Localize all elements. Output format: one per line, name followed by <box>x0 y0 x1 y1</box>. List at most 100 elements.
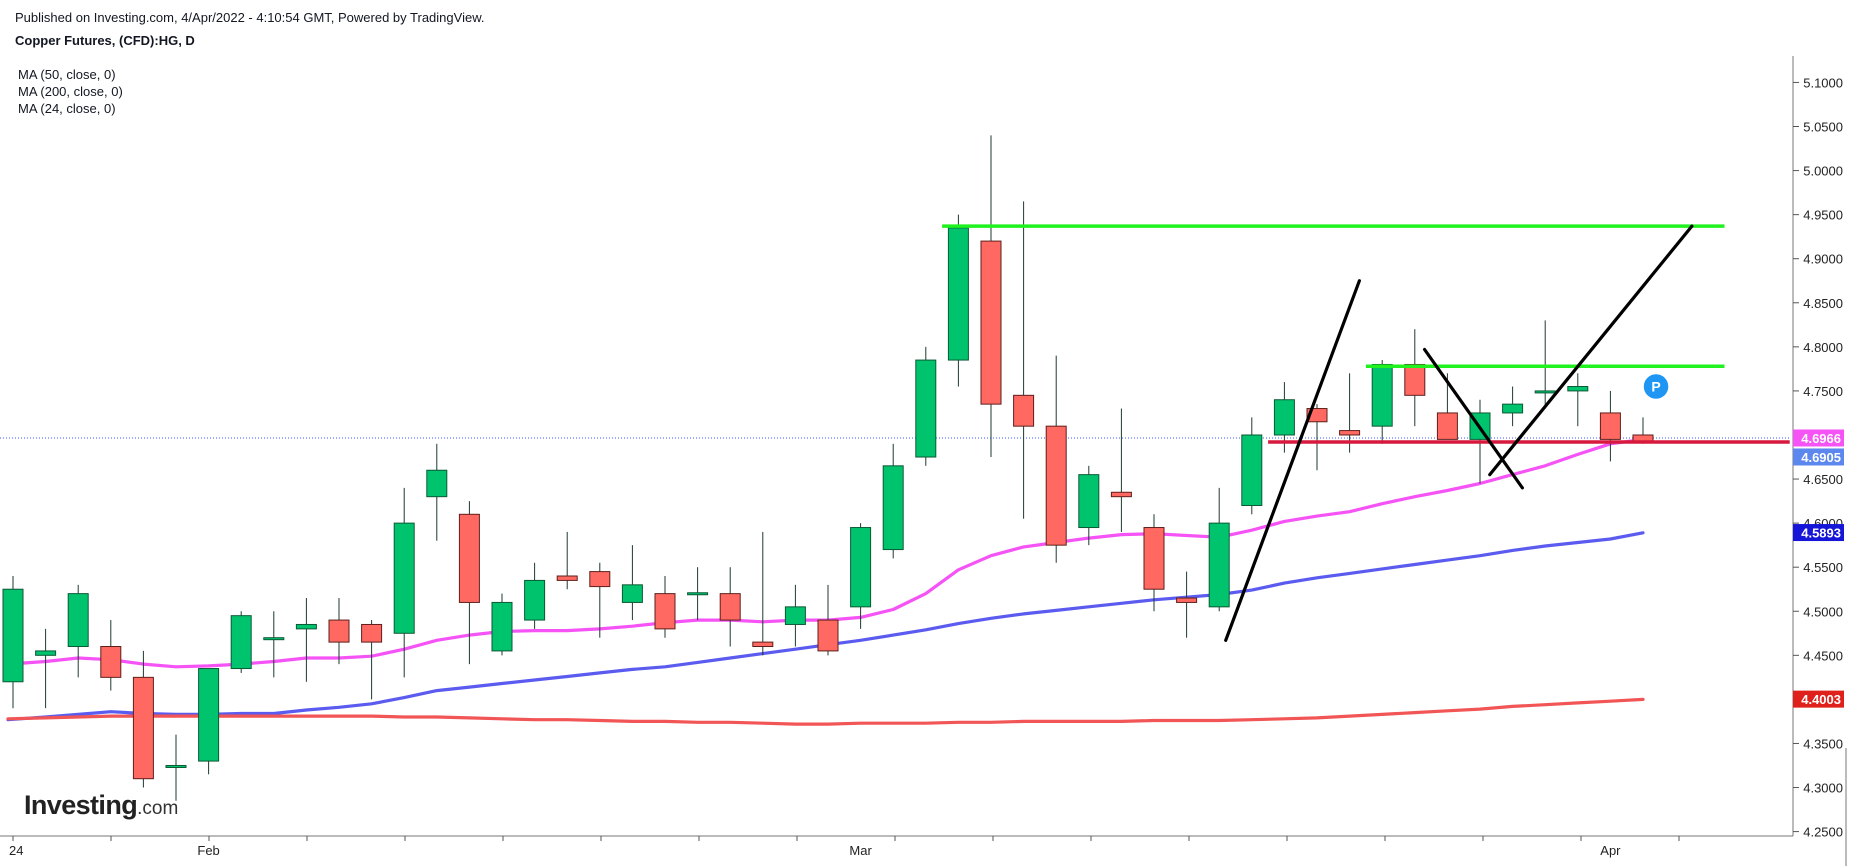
x-tick-label: Mar <box>849 843 872 858</box>
price-tag-box <box>1793 448 1844 466</box>
candle <box>1208 487 1230 612</box>
candle <box>295 598 317 682</box>
candle-body <box>132 676 154 780</box>
candle <box>1176 571 1198 638</box>
indicator-legend: MA (50, close, 0) MA (200, close, 0) MA … <box>18 66 123 117</box>
price-tag: 4.6905 <box>1793 448 1844 466</box>
candle <box>2 576 24 709</box>
candle-body <box>1176 597 1198 603</box>
candle-body <box>1599 412 1621 440</box>
candle <box>719 567 741 647</box>
candle-body <box>35 650 57 656</box>
drawings[interactable]: P <box>942 224 1790 642</box>
candle-body <box>198 668 220 762</box>
price-tag: 4.5893 <box>1793 524 1844 542</box>
candle-body <box>2 588 24 683</box>
candle-body <box>947 227 969 361</box>
candle <box>621 545 643 621</box>
candle <box>426 443 448 541</box>
candle-body <box>1273 399 1295 436</box>
legend-ma200[interactable]: MA (200, close, 0) <box>18 84 123 99</box>
candle <box>458 501 480 665</box>
candle <box>980 135 1002 458</box>
price-tag-label: 4.4003 <box>1801 692 1841 707</box>
candle <box>1567 373 1589 427</box>
candle <box>67 584 89 678</box>
candle <box>1371 360 1393 444</box>
candle <box>1078 465 1100 546</box>
candle <box>1534 320 1556 409</box>
price-tag-label: 4.5893 <box>1801 526 1841 541</box>
candle-body <box>165 764 187 768</box>
y-tick-label: 5.1000 <box>1803 75 1843 90</box>
candle <box>882 443 904 559</box>
candle <box>328 598 350 665</box>
x-tick-label: 24 <box>9 843 23 858</box>
candles <box>2 135 1654 801</box>
y-tick-label: 4.2500 <box>1803 825 1843 840</box>
candle-body <box>426 469 448 498</box>
candle-body <box>1339 430 1361 436</box>
candle-body <box>393 522 415 634</box>
price-tag-box <box>1793 429 1844 447</box>
candle <box>947 214 969 387</box>
candle <box>100 620 122 691</box>
candle <box>230 611 252 673</box>
candle <box>524 562 546 629</box>
candle-body <box>1045 425 1067 546</box>
candle <box>361 620 383 700</box>
y-tick-label: 4.8000 <box>1803 340 1843 355</box>
candle-body <box>752 641 774 648</box>
candle-body <box>100 646 122 678</box>
price-tags: 4.6966 4.6905 4.5893 4.4003 <box>1793 429 1844 708</box>
candle-body <box>1436 412 1458 440</box>
candle-body <box>491 601 513 652</box>
published-info: Published on Investing.com, 4/Apr/2022 -… <box>15 10 485 25</box>
logo-brand: Investing <box>24 790 138 820</box>
y-tick-label: 4.6500 <box>1803 472 1843 487</box>
candle <box>589 562 611 638</box>
candle-body <box>1143 527 1165 590</box>
legend-ma50[interactable]: MA (50, close, 0) <box>18 67 116 82</box>
candle-body <box>1013 394 1035 427</box>
candle-body <box>1078 474 1100 529</box>
candle-body <box>67 593 89 648</box>
candle-body <box>230 615 252 670</box>
candle-body <box>784 606 806 625</box>
candle-body <box>687 592 709 596</box>
candle-body <box>556 575 578 581</box>
y-tick-label: 4.5000 <box>1803 604 1843 619</box>
candle <box>491 593 513 656</box>
x-tick-label: Apr <box>1600 843 1621 858</box>
candle <box>1404 329 1426 427</box>
candle-body <box>1404 363 1426 396</box>
candle <box>198 668 220 775</box>
candle-body <box>1567 386 1589 392</box>
candle <box>1632 417 1654 444</box>
trend-line <box>1422 347 1524 490</box>
y-tick-label: 4.5500 <box>1803 560 1843 575</box>
candle <box>393 487 415 678</box>
candle-body <box>719 593 741 621</box>
p-badge-icon <box>1642 372 1670 401</box>
candle-body <box>621 584 643 603</box>
candle <box>165 734 187 801</box>
trend-line <box>1224 279 1361 642</box>
candle-body <box>328 619 350 643</box>
x-tick-label: Feb <box>197 843 219 858</box>
candle <box>784 584 806 647</box>
candle <box>1599 390 1621 462</box>
candle <box>1502 386 1524 427</box>
candle <box>35 628 57 709</box>
candle <box>556 531 578 590</box>
legend-ma24[interactable]: MA (24, close, 0) <box>18 101 116 116</box>
p-badge-label: P <box>1651 379 1660 395</box>
candle-body <box>458 513 480 603</box>
axes: 4.25004.30004.35004.40004.45004.50004.55… <box>0 56 1847 866</box>
candle-body <box>524 579 546 621</box>
candle <box>1045 355 1067 563</box>
candle-body <box>980 240 1002 405</box>
candle-body <box>295 623 317 630</box>
candle <box>1143 514 1165 612</box>
